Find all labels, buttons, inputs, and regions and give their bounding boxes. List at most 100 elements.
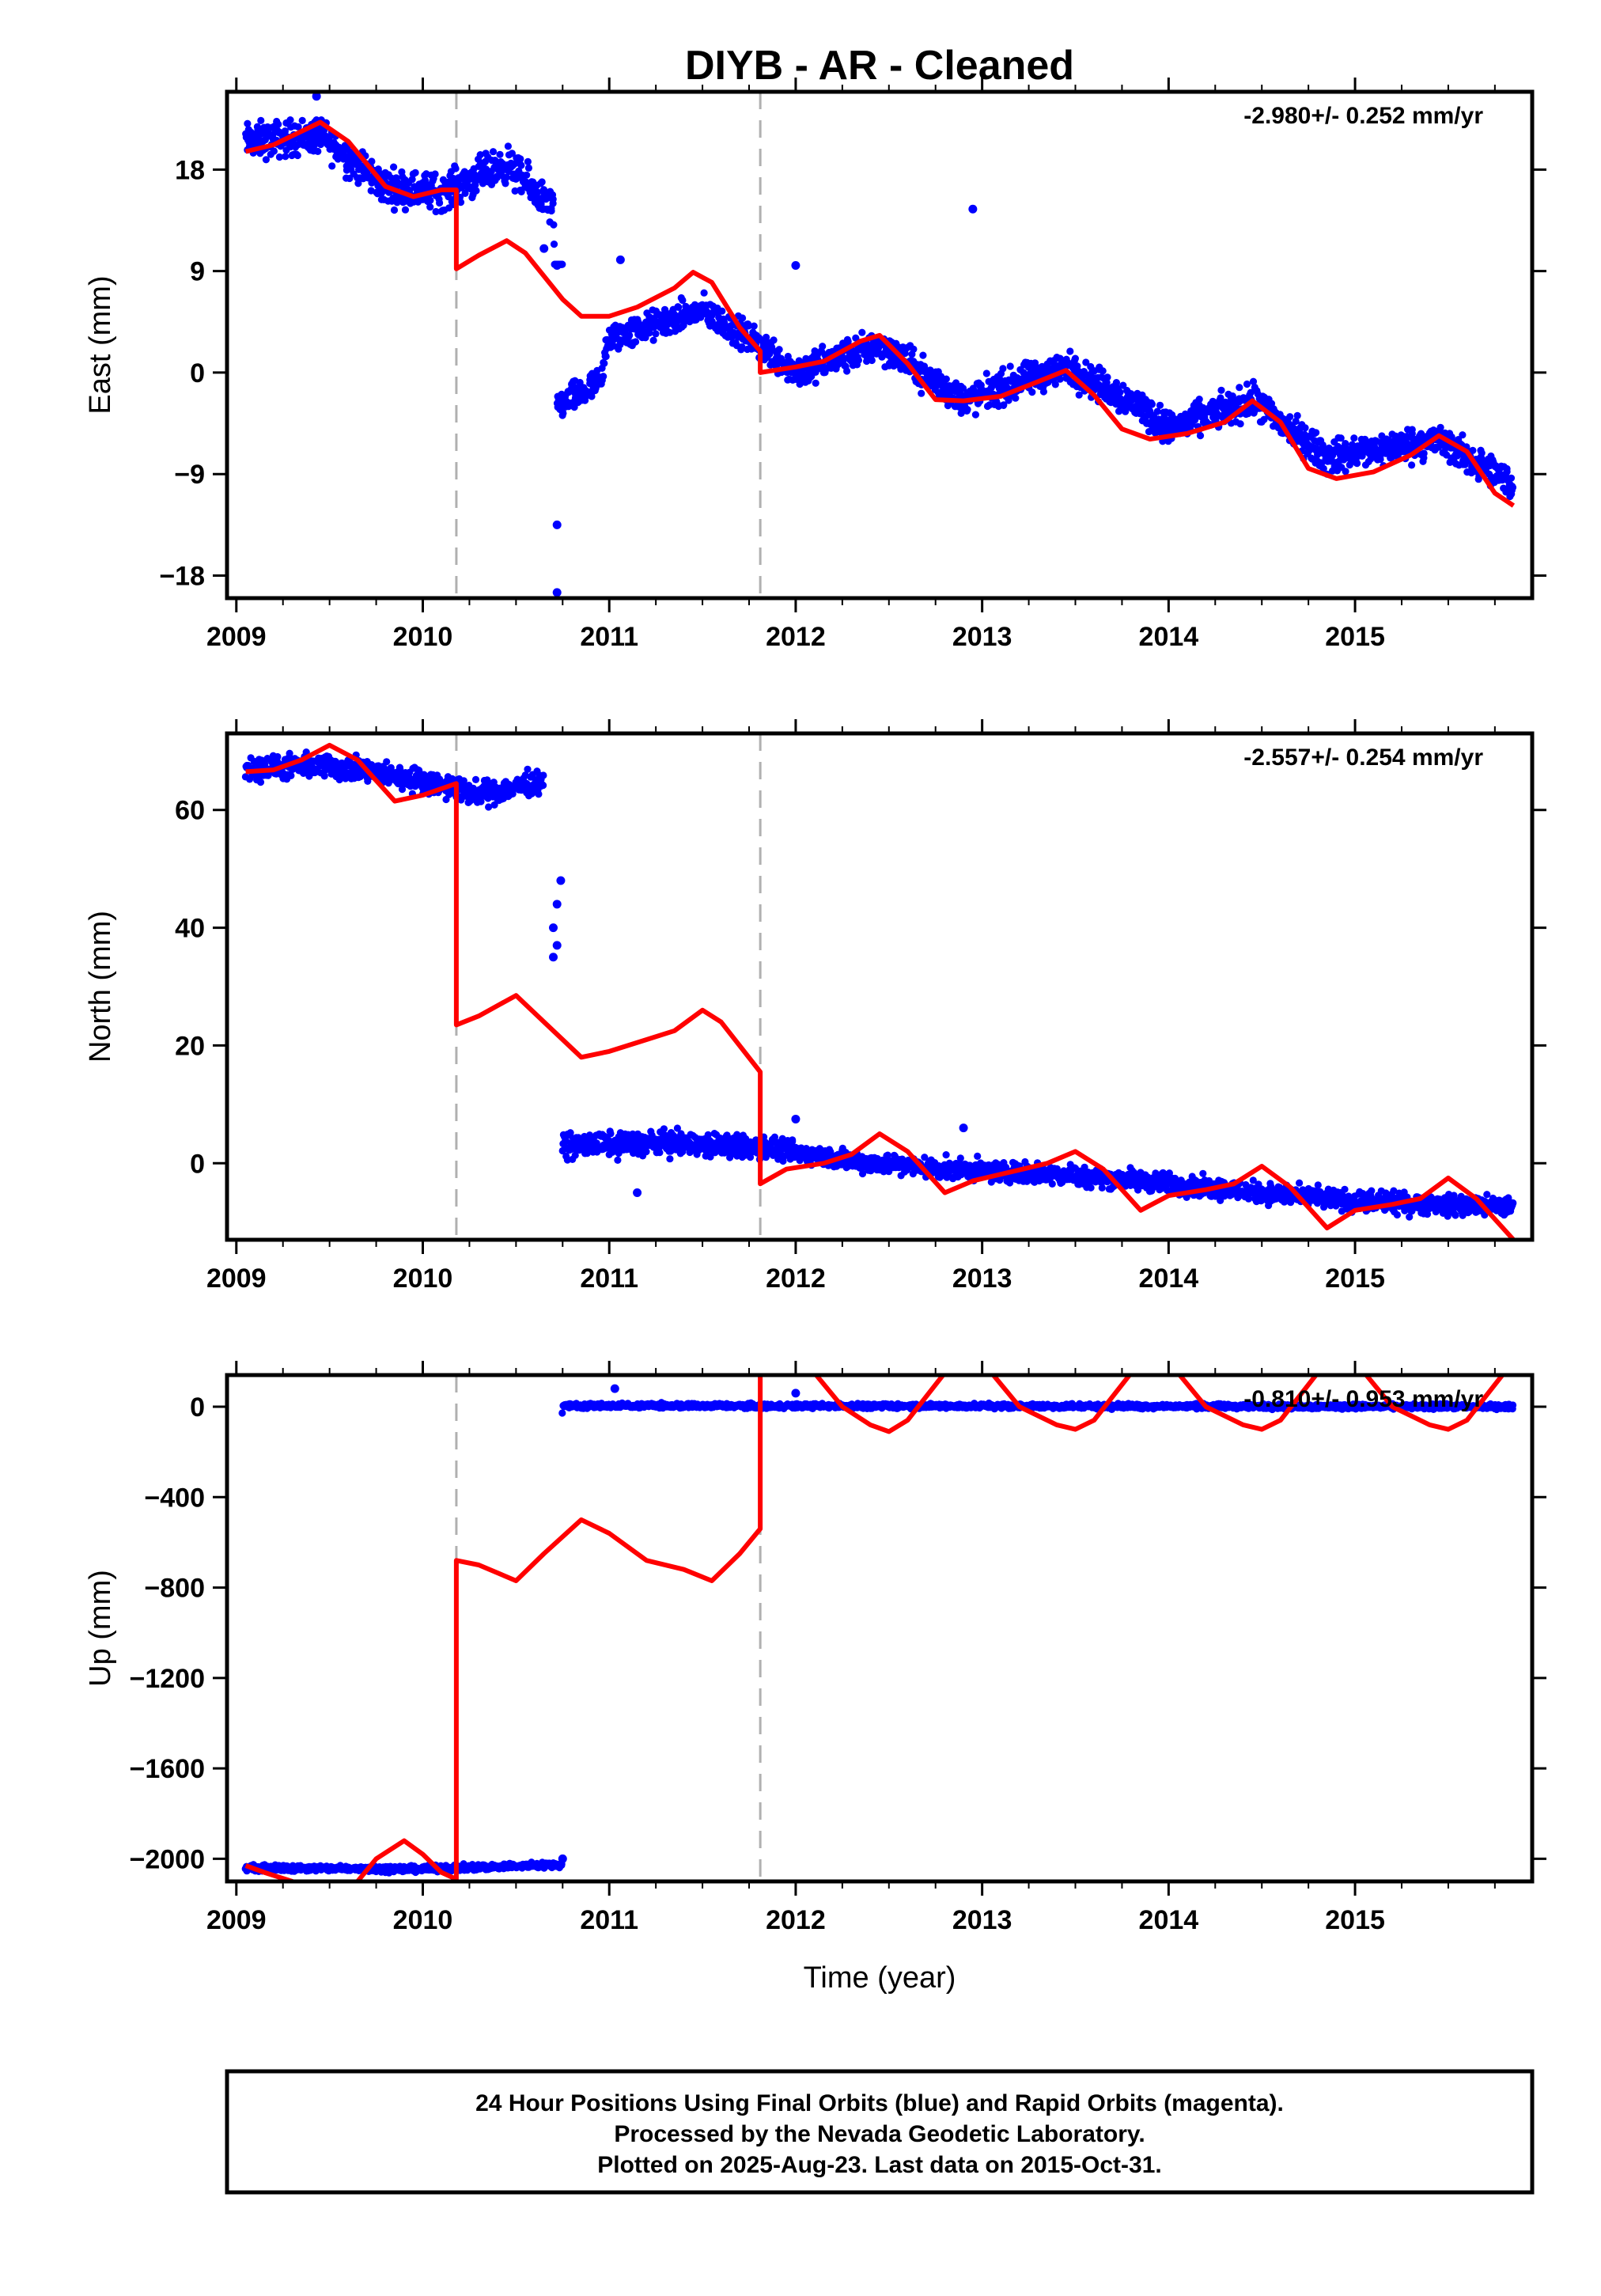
data-point bbox=[549, 195, 557, 203]
data-point bbox=[1504, 1194, 1512, 1202]
data-point bbox=[262, 156, 270, 164]
data-point bbox=[509, 790, 517, 798]
data-point bbox=[368, 157, 376, 165]
data-point bbox=[1342, 440, 1349, 448]
data-point bbox=[477, 798, 485, 805]
data-point bbox=[1350, 434, 1358, 442]
chart-title: DIYB - AR - Cleaned bbox=[685, 43, 1074, 89]
data-point bbox=[517, 188, 525, 195]
data-point bbox=[293, 151, 301, 160]
data-point bbox=[472, 187, 480, 195]
data-point bbox=[1119, 381, 1127, 389]
model-line bbox=[244, 119, 1516, 508]
data-point bbox=[652, 330, 660, 338]
data-point bbox=[244, 119, 252, 127]
panel-frame bbox=[225, 89, 1535, 601]
data-point bbox=[1153, 407, 1161, 415]
data-point bbox=[1508, 483, 1517, 491]
data-point bbox=[281, 127, 289, 135]
data-point bbox=[1155, 415, 1163, 423]
data-point bbox=[535, 790, 543, 798]
data-point bbox=[588, 392, 596, 400]
outlier-point bbox=[539, 244, 549, 253]
data-point bbox=[524, 157, 532, 165]
data-point bbox=[718, 307, 726, 315]
data-point bbox=[471, 180, 479, 189]
data-points bbox=[242, 116, 1517, 501]
data-point bbox=[1116, 388, 1124, 396]
data-point bbox=[918, 389, 925, 397]
data-point bbox=[706, 1153, 714, 1161]
x-tick-label: 2015 bbox=[1325, 622, 1385, 652]
data-point bbox=[632, 338, 640, 346]
data-point bbox=[387, 763, 395, 772]
outlier-point bbox=[633, 1188, 642, 1197]
data-point bbox=[614, 1156, 622, 1164]
data-point bbox=[1459, 1211, 1467, 1219]
data-point bbox=[1483, 1191, 1491, 1199]
data-point bbox=[408, 176, 416, 184]
data-point bbox=[383, 758, 391, 766]
data-point bbox=[1478, 454, 1486, 462]
data-point bbox=[1199, 1169, 1207, 1177]
data-point bbox=[1509, 1199, 1517, 1207]
data-point bbox=[547, 206, 555, 215]
data-point bbox=[354, 180, 362, 188]
data-point bbox=[1103, 373, 1111, 381]
data-point bbox=[1196, 432, 1205, 440]
data-point bbox=[390, 163, 398, 171]
data-point bbox=[471, 775, 480, 784]
data-point bbox=[320, 772, 328, 780]
data-point bbox=[1244, 1195, 1253, 1203]
x-tick-label: 2009 bbox=[206, 622, 267, 652]
data-point bbox=[270, 147, 278, 155]
data-point bbox=[1337, 434, 1345, 442]
data-point bbox=[1087, 1184, 1095, 1192]
data-point bbox=[426, 196, 434, 204]
outlier-point bbox=[959, 1123, 968, 1133]
data-point bbox=[1408, 430, 1416, 438]
outlier-point bbox=[552, 941, 562, 950]
data-point bbox=[1051, 381, 1059, 388]
data-point bbox=[1048, 1180, 1056, 1188]
data-point bbox=[1319, 464, 1327, 473]
data-point bbox=[919, 351, 927, 359]
plot-area bbox=[242, 92, 1517, 598]
data-point bbox=[489, 148, 498, 156]
data-point bbox=[770, 336, 778, 344]
data-point bbox=[733, 1131, 741, 1139]
data-point bbox=[538, 178, 546, 186]
data-point bbox=[476, 151, 484, 159]
data-point bbox=[744, 322, 753, 330]
data-point bbox=[1390, 1187, 1398, 1195]
outlier-point bbox=[312, 92, 321, 101]
data-point bbox=[843, 367, 851, 375]
x-tick-label: 2011 bbox=[580, 622, 638, 652]
data-point bbox=[1503, 468, 1511, 475]
data-point bbox=[1195, 396, 1203, 404]
data-point bbox=[666, 1155, 674, 1163]
data-point bbox=[287, 771, 295, 780]
data-point bbox=[602, 352, 610, 361]
data-point bbox=[738, 343, 746, 351]
data-point bbox=[942, 1151, 950, 1159]
y-tick-label: 0 bbox=[190, 358, 205, 388]
data-point bbox=[1005, 396, 1012, 404]
data-point bbox=[456, 199, 465, 206]
data-point bbox=[314, 147, 322, 155]
data-point bbox=[1236, 384, 1243, 392]
data-point bbox=[1368, 1187, 1376, 1195]
data-point bbox=[1436, 423, 1444, 431]
data-point bbox=[1028, 388, 1036, 396]
data-point bbox=[517, 161, 525, 169]
data-point bbox=[956, 1154, 964, 1162]
data-point bbox=[274, 120, 282, 128]
data-point bbox=[607, 1130, 615, 1138]
data-point bbox=[1099, 367, 1107, 375]
data-point bbox=[1249, 1176, 1257, 1184]
data-point bbox=[274, 752, 282, 761]
data-point bbox=[581, 396, 589, 404]
